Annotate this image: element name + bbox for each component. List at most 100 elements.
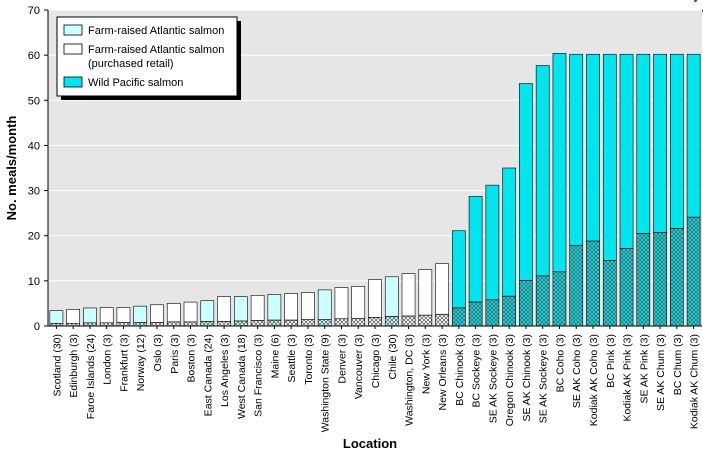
bar-upper-segment: [686, 53, 701, 218]
x-tick-label: SE AK Chinook (3): [521, 334, 533, 422]
y-tick-label: 10: [28, 276, 40, 288]
bar-lower-segment-hatch: [250, 320, 265, 327]
bar-upper-segment: [83, 307, 97, 324]
x-tick-label: New York (3): [420, 334, 432, 394]
bar-upper-segment: [452, 230, 466, 309]
bar-upper-segment: [552, 53, 567, 273]
bar-upper-segment: [435, 263, 449, 315]
bar-upper-segment: [133, 305, 148, 323]
bar-lower-segment-hatch: [653, 232, 667, 327]
x-tick-label: East Canada (24): [202, 334, 214, 416]
y-ticks: 0 10 20 30 40 50 60 70: [28, 5, 48, 333]
x-tick-label: SE AK Coho (3): [571, 334, 583, 408]
bar-lower-segment-hatch: [485, 299, 500, 327]
x-tick-label: London (3): [102, 334, 114, 385]
y-tick-label: 0: [34, 321, 40, 333]
x-tick-label: Denver (3): [336, 334, 348, 384]
legend-swatch: [63, 43, 83, 55]
x-tick-label: BC Sockeye (3): [471, 334, 483, 408]
bar-lower-segment-hatch: [686, 216, 701, 327]
bar-upper-segment: [183, 301, 198, 323]
bar-upper-segment: [401, 273, 416, 317]
bar-upper-segment: [116, 307, 131, 323]
x-tick-label: SE AK Pink (3): [638, 334, 650, 403]
x-tick-label: Seattle (3): [286, 334, 298, 382]
x-tick-label: New Orleans (3): [437, 334, 449, 410]
bar-upper-segment: [334, 287, 349, 320]
legend: Farm-raised Atlantic salmon Farm-raised A…: [56, 16, 241, 100]
bar-lower-segment-hatch: [502, 295, 516, 327]
x-tick-label: Chicago (3): [370, 334, 382, 388]
bar-lower-segment-hatch: [217, 321, 231, 327]
bar-lower-segment-hatch: [317, 319, 332, 327]
bar-lower-segment-hatch: [234, 320, 248, 327]
x-tick-label: SE AK Sockeye (3): [487, 334, 499, 423]
x-tick-label: Kodiak AK Chum (3): [689, 334, 701, 429]
legend-label: (purchased retail): [88, 58, 174, 70]
x-tick-label: BC Coho (3): [554, 334, 566, 392]
bar-upper-segment: [284, 293, 298, 321]
bar-lower-segment-hatch: [133, 322, 148, 327]
bar-upper-segment: [602, 53, 617, 261]
bars: [49, 53, 701, 327]
x-tick-label: BC Pink (3): [605, 334, 617, 388]
bar-upper-segment: [250, 295, 265, 321]
bar-lower-segment-hatch: [334, 318, 349, 327]
x-tick-label: Maine (6): [269, 334, 281, 378]
x-tick-label: Toronto (3): [303, 334, 315, 385]
bar-lower-segment-hatch: [166, 321, 181, 327]
x-tick-label: San Francisco (3): [253, 334, 265, 417]
x-tick-label: Frankfurt (3): [118, 334, 130, 392]
bar-lower-segment-hatch: [468, 301, 483, 327]
bar-upper-segment: [502, 167, 516, 297]
x-tick-label: SE AK Sockeye (3): [538, 334, 550, 423]
bar-upper-segment: [368, 279, 382, 318]
bar-upper-segment: [619, 53, 634, 249]
bar-upper-segment: [150, 304, 164, 323]
bar-upper-segment: [519, 83, 533, 281]
bar-upper-segment: [586, 53, 600, 242]
bar-lower-segment-hatch: [452, 307, 466, 327]
x-tick-label: BC Chinook (3): [454, 334, 466, 406]
bar-lower-segment-hatch: [552, 271, 567, 327]
y-axis-title: No. meals/month: [4, 116, 19, 221]
bar-lower-segment-hatch: [284, 319, 298, 327]
bar-lower-segment-hatch: [150, 322, 164, 327]
bar-lower-segment-hatch: [116, 322, 131, 327]
bar-lower-segment-hatch: [602, 260, 617, 327]
bar-upper-segment: [267, 294, 282, 321]
x-tick-label: Scotland (30): [51, 334, 63, 396]
x-tick-label: Edinburgh (3): [68, 334, 80, 398]
bar-lower-segment-hatch: [384, 316, 399, 327]
x-tick-label: Norway (12): [135, 334, 147, 391]
bar-upper-segment: [384, 276, 399, 317]
legend-label: Wild Pacific salmon: [88, 77, 183, 89]
bar-lower-segment-hatch: [670, 228, 684, 327]
bar-lower-segment-hatch: [200, 321, 215, 327]
x-tick-label: SE AK Chum (3): [655, 334, 667, 411]
bar-lower-segment-hatch: [619, 248, 634, 327]
bar-lower-segment-hatch: [586, 240, 600, 327]
corner-decoration: [693, 0, 703, 13]
bar-upper-segment: [653, 53, 667, 233]
bar-lower-segment-hatch: [435, 313, 449, 327]
bar-upper-segment: [166, 303, 181, 323]
bar-lower-segment-hatch: [183, 321, 198, 327]
x-tick-label: Faroe Islands (24): [85, 334, 97, 419]
x-tick-label: Paris (3): [169, 334, 181, 374]
x-tick-label: Los Angeles (3): [219, 334, 231, 407]
bar-upper-segment: [317, 289, 332, 320]
legend-box: [56, 16, 238, 97]
x-axis-title: Location: [343, 436, 397, 451]
bar-upper-segment: [535, 65, 550, 277]
bar-lower-segment-hatch: [351, 318, 366, 327]
bar-upper-segment: [66, 308, 80, 324]
y-tick-label: 60: [28, 50, 40, 62]
bar-lower-segment-hatch: [418, 314, 433, 327]
y-tick-label: 70: [28, 5, 40, 17]
bar-upper-segment: [301, 292, 315, 320]
legend-swatch: [63, 76, 83, 88]
x-ticks: Scotland (30) Edinburgh (3) Faroe Islands …: [51, 326, 701, 432]
